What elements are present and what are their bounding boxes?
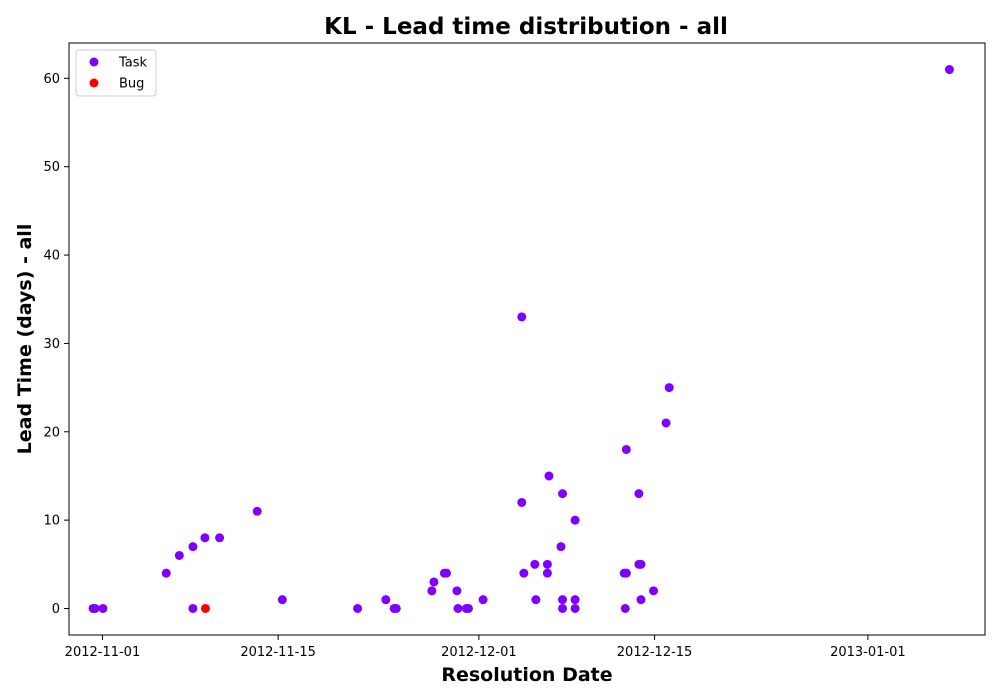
point-task <box>944 65 954 75</box>
y-tick-label: 0 <box>52 602 60 617</box>
point-task <box>90 603 100 613</box>
point-task <box>517 497 527 507</box>
y-tick-label: 50 <box>43 160 60 175</box>
point-task <box>381 595 391 605</box>
point-task <box>558 603 568 613</box>
point-task <box>544 471 554 481</box>
point-task <box>558 595 568 605</box>
point-task <box>215 533 225 543</box>
point-task <box>620 603 630 613</box>
point-task <box>664 383 674 393</box>
point-task <box>188 603 198 613</box>
point-task <box>621 444 631 454</box>
y-tick-label: 20 <box>43 425 60 440</box>
point-task <box>98 603 108 613</box>
x-tick-label: 2012-11-15 <box>240 645 316 660</box>
y-tick-label: 40 <box>43 249 60 264</box>
point-task <box>429 577 439 587</box>
point-task <box>174 550 184 560</box>
legend-marker-bug <box>89 78 99 88</box>
point-task <box>391 603 401 613</box>
chart-title: KL - Lead time distribution - all <box>324 14 728 40</box>
plot-area <box>68 42 986 636</box>
point-task <box>463 603 473 613</box>
point-task <box>556 542 566 552</box>
point-task <box>558 489 568 499</box>
point-task <box>649 586 659 596</box>
point-task <box>252 506 262 516</box>
point-task <box>453 603 463 613</box>
point-task <box>478 595 488 605</box>
point-task <box>188 542 198 552</box>
y-tick-label: 10 <box>43 514 60 529</box>
data-points <box>88 65 954 613</box>
x-axis: 2012-11-01 2012-11-15 2012-12-01 2012-12-15… <box>65 635 906 660</box>
point-task <box>570 515 580 525</box>
point-task <box>621 568 631 578</box>
y-tick-label: 30 <box>43 337 60 352</box>
y-tick-label: 60 <box>43 72 60 87</box>
x-tick-label: 2012-11-01 <box>65 645 141 660</box>
point-task <box>161 568 171 578</box>
point-task <box>200 533 210 543</box>
point-task <box>441 568 451 578</box>
point-task <box>636 559 646 569</box>
legend-label-bug: Bug <box>119 77 144 92</box>
legend-marker-task <box>89 57 99 67</box>
legend-label-task: Task <box>118 56 148 71</box>
x-tick-label: 2013-01-01 <box>830 645 906 660</box>
point-task <box>634 489 644 499</box>
point-task <box>277 595 287 605</box>
point-task <box>452 586 462 596</box>
point-bug <box>200 603 210 613</box>
x-tick-label: 2012-12-15 <box>617 645 693 660</box>
y-axis-label: Lead Time (days) - all <box>14 224 36 455</box>
point-task <box>661 418 671 428</box>
point-task <box>517 312 527 322</box>
point-task <box>530 559 540 569</box>
point-task <box>570 603 580 613</box>
point-task <box>353 603 363 613</box>
point-task <box>542 568 552 578</box>
x-tick-label: 2012-12-01 <box>441 645 517 660</box>
point-task <box>542 559 552 569</box>
point-task <box>427 586 437 596</box>
point-task <box>531 595 541 605</box>
y-axis: 0 10 20 30 40 50 60 <box>43 72 69 617</box>
legend: Task Bug <box>75 49 157 97</box>
point-task <box>570 595 580 605</box>
point-task <box>519 568 529 578</box>
point-task <box>636 595 646 605</box>
x-axis-label: Resolution Date <box>441 664 612 686</box>
